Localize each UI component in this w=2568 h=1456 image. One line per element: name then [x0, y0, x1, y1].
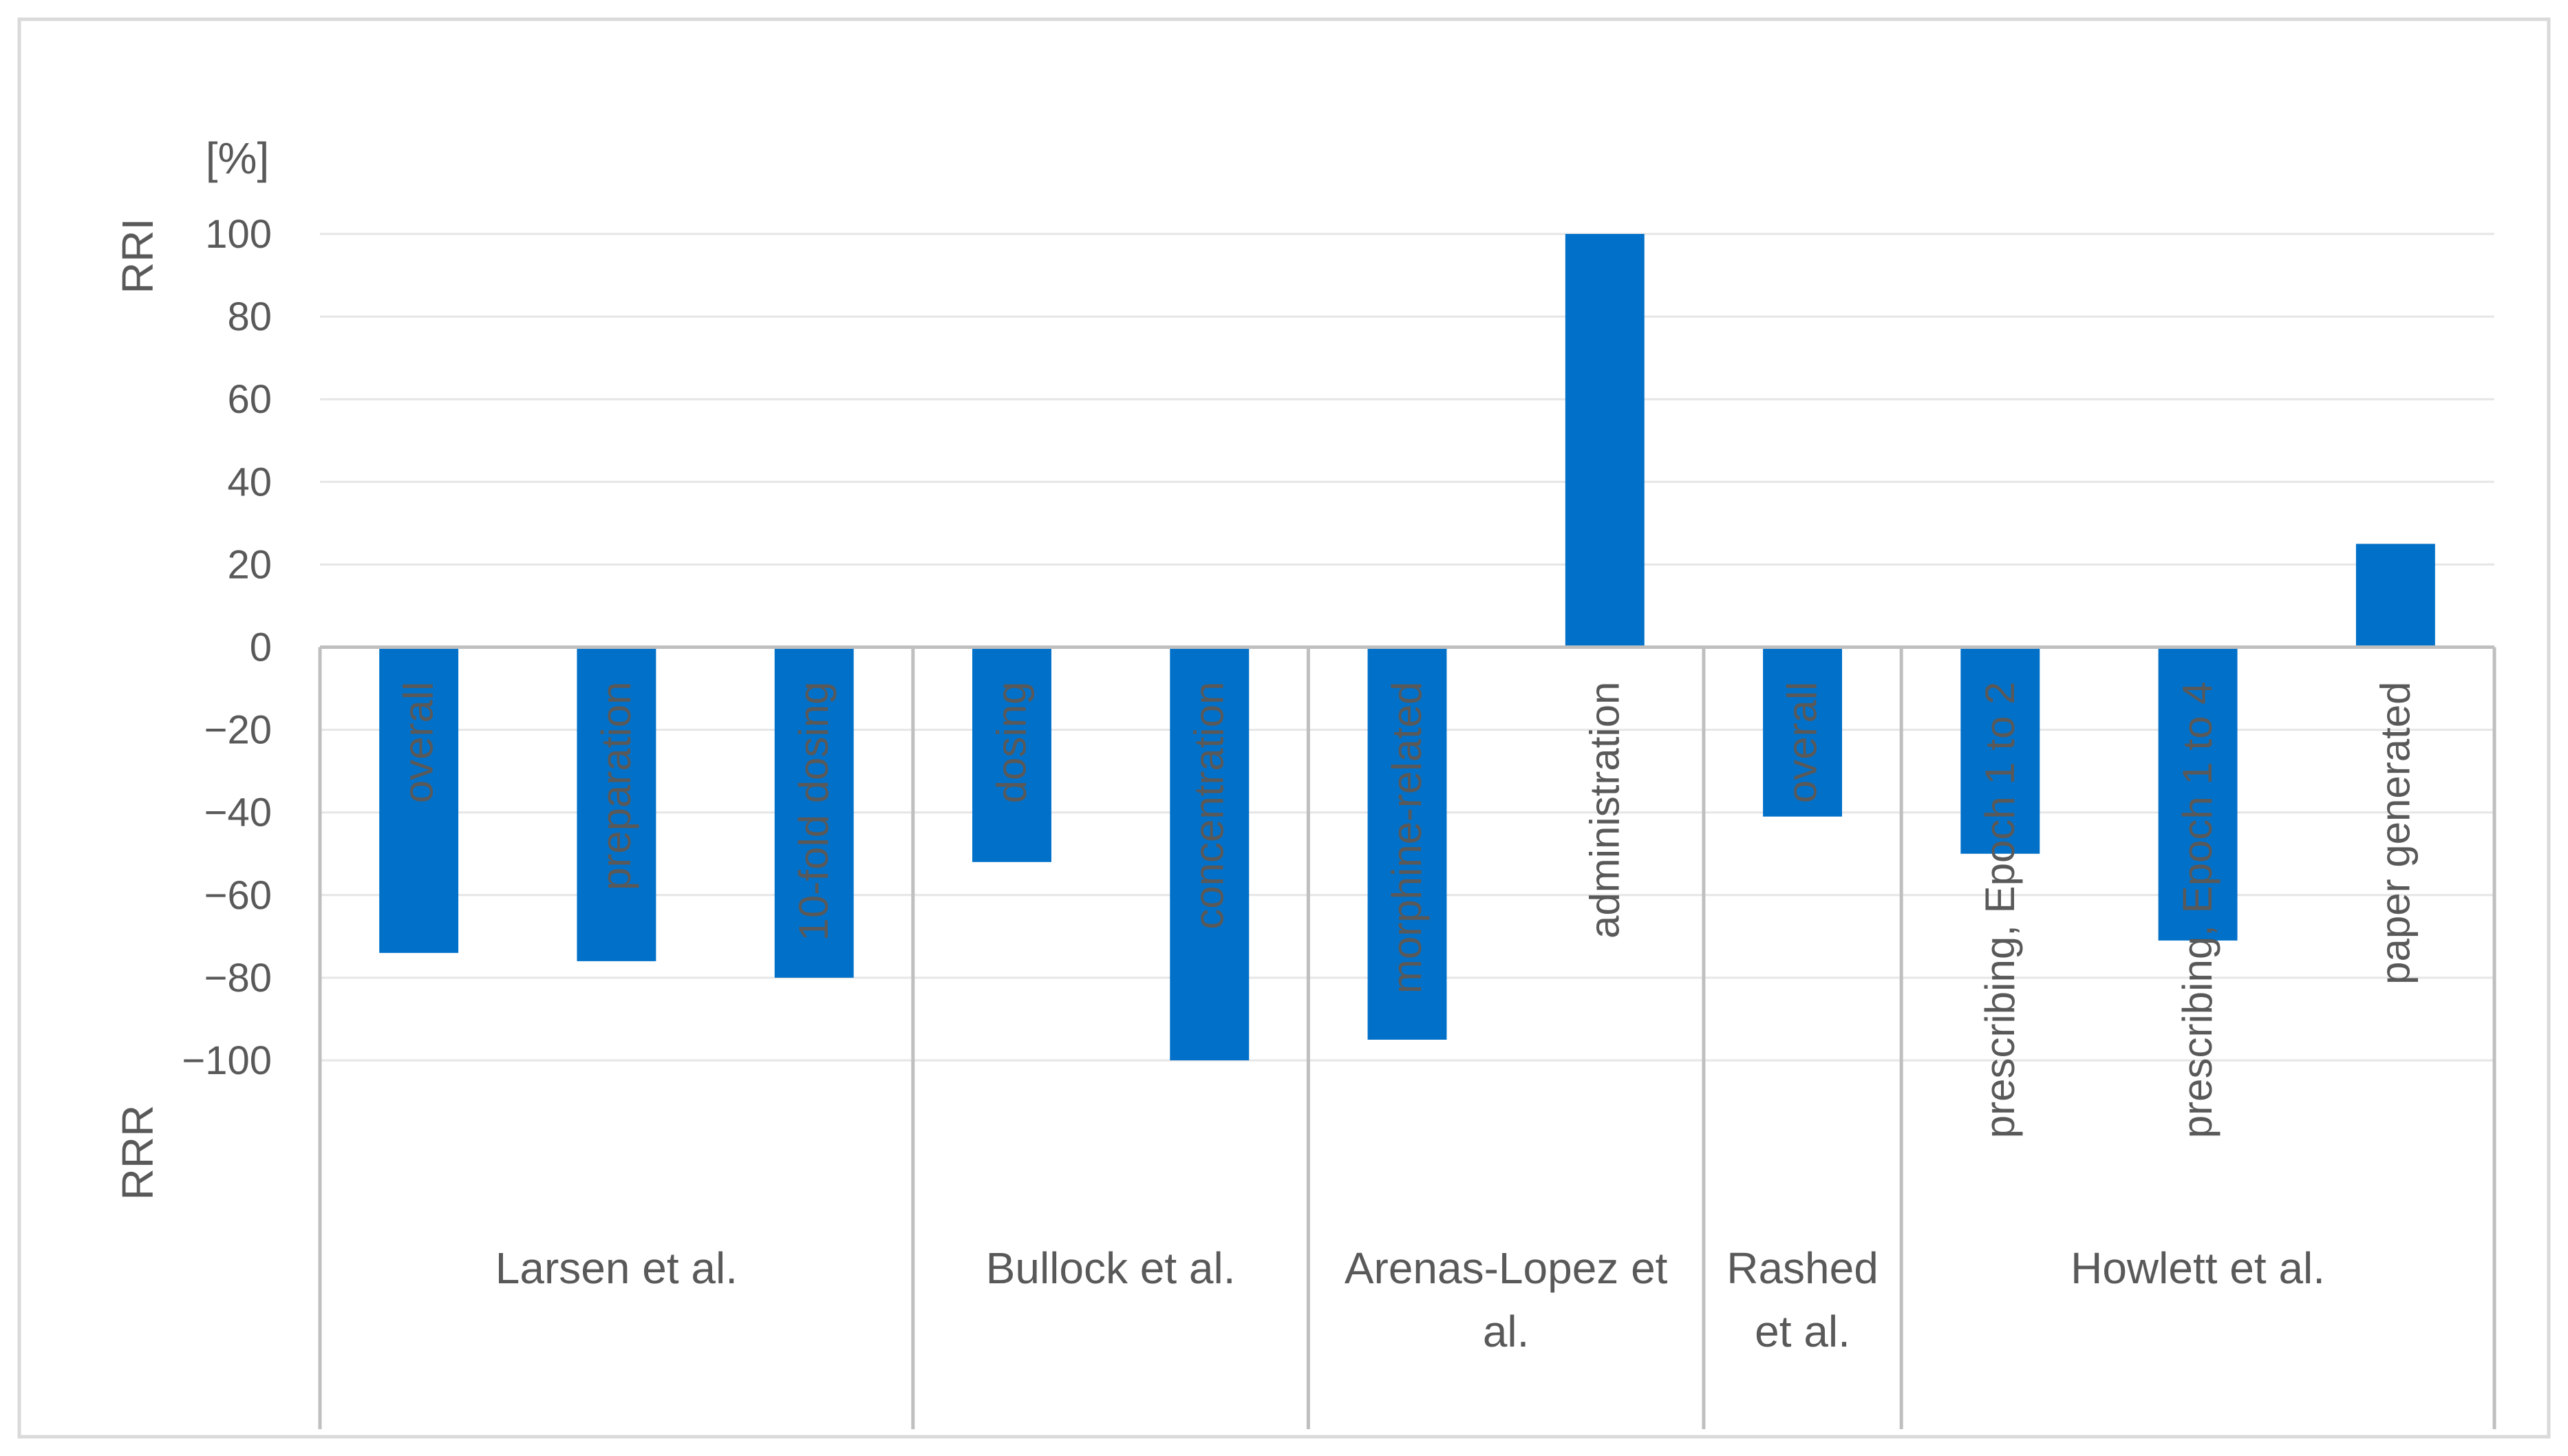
y-tick-label: 80: [227, 295, 272, 339]
bar: [1960, 647, 2040, 854]
group-label-line: al.: [1483, 1307, 1530, 1356]
bar: [774, 647, 854, 978]
bar-label: prescribing, Epoch 1 to 2: [1977, 682, 2023, 1139]
y-axis-title-top: RRI: [113, 218, 162, 294]
bar-label: prescribing, Epoch 1 to 4: [2174, 682, 2221, 1139]
group-label: Arenas-Lopez et al.: [1345, 1243, 1668, 1356]
bar: [1763, 647, 1842, 817]
bars: [379, 234, 2435, 1060]
labels: 100 80 60 40 20 0 −20 −40 −60 −80 −100 [%] RRI RRR ove…: [113, 133, 2418, 1356]
y-tick-label: 20: [227, 542, 272, 587]
y-tick-label: 100: [205, 212, 272, 257]
bar: [2158, 647, 2238, 941]
y-tick-label: −20: [204, 708, 272, 753]
group-label-line: Arenas-Lopez et: [1345, 1243, 1668, 1293]
bar-label: overall: [1779, 682, 1826, 804]
bar-label: concentration: [1186, 682, 1232, 930]
group-label: Bullock et al.: [986, 1243, 1236, 1293]
bar-label: administration: [1581, 682, 1627, 939]
bar-label: paper generated: [2372, 682, 2418, 985]
group-label: Howlett et al.: [2071, 1243, 2325, 1293]
y-tick-label: −60: [204, 873, 272, 918]
y-tick-label: −100: [182, 1038, 272, 1083]
group-label-line: et al.: [1755, 1307, 1850, 1356]
bar: [2355, 544, 2435, 647]
group-label: Larsen et al.: [495, 1243, 738, 1293]
bar-label: preparation: [593, 682, 639, 891]
y-unit-label: [%]: [206, 133, 269, 183]
y-tick-label: 0: [250, 625, 272, 670]
bar: [972, 647, 1051, 862]
axes: [318, 645, 2496, 1429]
bar: [1565, 234, 1645, 647]
y-tick-label: 60: [227, 377, 272, 422]
bar-label: overall: [396, 682, 442, 804]
bar-label: 10-fold dosing: [791, 682, 837, 941]
bar-label: dosing: [988, 682, 1034, 804]
group-label-line: Larsen et al.: [495, 1243, 738, 1293]
y-tick-label: −40: [204, 791, 272, 835]
y-tick-label: −80: [204, 956, 272, 1000]
y-axis-title-bottom: RRR: [113, 1105, 162, 1201]
bar: [577, 647, 656, 961]
y-tick-label: 40: [227, 460, 272, 504]
group-label-line: Rashed: [1726, 1243, 1879, 1293]
bar: [1367, 647, 1447, 1040]
bar-label: morphine-related: [1384, 682, 1430, 994]
group-label: Rashed et al.: [1726, 1243, 1879, 1356]
group-label-line: Bullock et al.: [986, 1243, 1236, 1293]
bar: [1170, 647, 1250, 1060]
bar: [379, 647, 459, 953]
group-label-line: Howlett et al.: [2071, 1243, 2325, 1293]
